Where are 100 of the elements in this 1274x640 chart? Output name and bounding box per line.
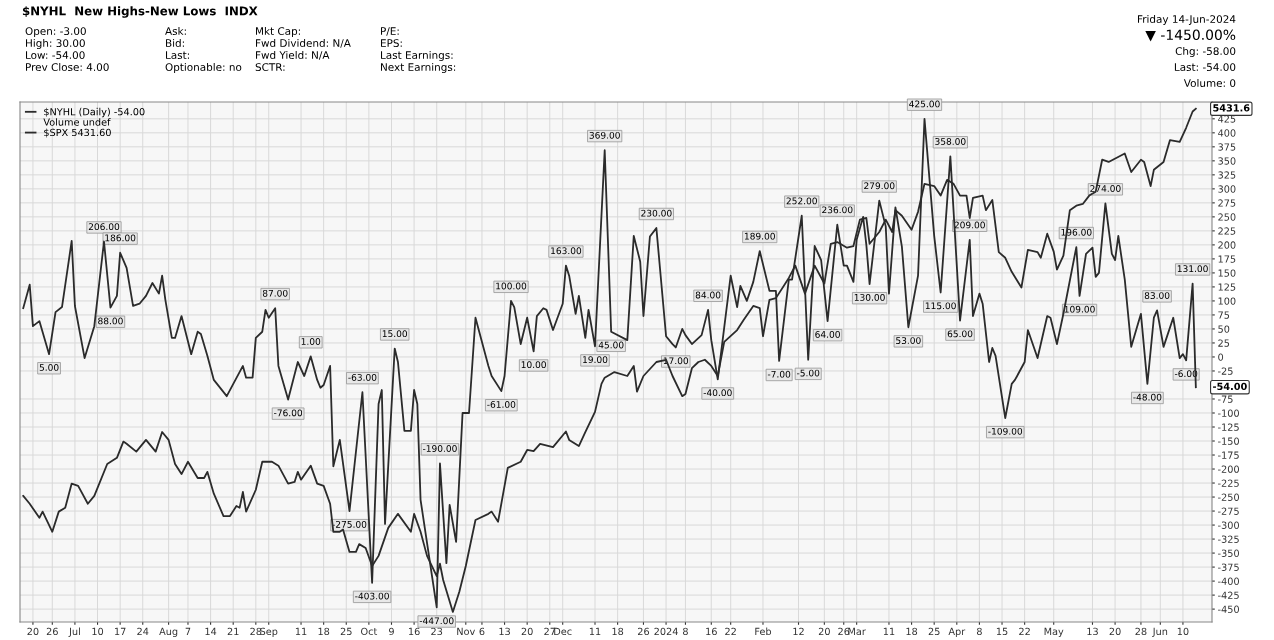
x-tick-label: 18 — [906, 627, 918, 636]
data-label: 130.00 — [854, 293, 885, 301]
data-label: -61.00 — [487, 401, 516, 408]
x-tick-label: Nov — [457, 627, 475, 636]
x-tick-label: Jun — [1152, 627, 1168, 637]
data-label: -5.00 — [796, 369, 820, 377]
x-tick-label: 20 — [818, 627, 830, 636]
text: Fwd Dividend: N/A — [256, 38, 351, 48]
data-label: 83.00 — [1144, 292, 1170, 299]
x-tick-label: 6 — [479, 627, 485, 636]
x-tick-label: 20 — [521, 627, 533, 636]
x-tick-label: 26 — [46, 627, 58, 636]
data-label: 115.00 — [925, 302, 956, 310]
text: Optionable: no — [165, 62, 242, 74]
text: EPS: — [381, 39, 402, 48]
x-tick-label: Mar — [848, 627, 866, 636]
data-label: 252.00 — [786, 197, 817, 205]
data-label: 186.00 — [105, 234, 136, 242]
y-tick-label: 0 — [1218, 353, 1224, 361]
x-tick-label: 22 — [725, 627, 736, 635]
x-tick-label: 28 — [1135, 627, 1147, 636]
x-tick-label: 10 — [1177, 627, 1189, 636]
data-label: 15.00 — [382, 330, 408, 338]
text: Prev Close: 4.00 — [26, 62, 109, 72]
text: Open: -3.00 — [25, 27, 86, 38]
x-tick-label: 17 — [115, 627, 126, 635]
y-tick-label: 325 — [1218, 171, 1236, 179]
data-label: 163.00 — [551, 247, 582, 255]
data-label: -76.00 — [274, 409, 303, 417]
text: Volume: 0 — [1183, 78, 1236, 88]
text: Last: -54.00 — [1174, 63, 1236, 72]
x-tick-label: 18 — [612, 627, 624, 636]
legend-label: $SPX 5431.60 — [44, 128, 111, 138]
x-tick-label: 22 — [1019, 627, 1030, 635]
x-tick-label: 8 — [683, 627, 688, 636]
y-tick-label: 350 — [1218, 157, 1236, 165]
x-tick-label: 20 — [27, 627, 39, 636]
data-label: 100.00 — [496, 282, 527, 290]
y-tick-label: 100 — [1218, 297, 1236, 305]
y-tick-label: -25 — [1218, 367, 1233, 375]
x-tick-label: 11 — [589, 627, 601, 635]
x-tick-label: 12 — [793, 627, 804, 635]
annotation: Volume undef — [43, 118, 111, 126]
y-tick-label: -150 — [1218, 437, 1239, 445]
x-tick-label: 20 — [1109, 627, 1121, 636]
x-tick-label: Jul — [68, 627, 80, 637]
chart-title: $NYHL New Highs-New Lows INDX — [22, 6, 258, 18]
text: Friday 14-Jun-2024 — [1137, 14, 1236, 26]
x-tick-label: 11 — [883, 627, 895, 635]
data-label: 88.00 — [98, 317, 123, 325]
annotation: -54.00 — [1213, 382, 1247, 391]
y-tick-label: -75 — [1218, 395, 1233, 403]
data-label: 45.00 — [598, 341, 624, 349]
y-tick-label: 225 — [1218, 227, 1236, 235]
data-label: 1.00 — [301, 338, 321, 345]
x-tick-label: 23 — [431, 627, 443, 636]
x-tick-label: 25 — [928, 627, 940, 636]
x-tick-label: 28 — [250, 627, 262, 636]
text: P/E: — [381, 27, 399, 36]
y-tick-label: -275 — [1218, 507, 1239, 515]
data-label: 10.00 — [521, 361, 546, 369]
x-tick-label: 25 — [340, 627, 352, 636]
data-label: 230.00 — [641, 209, 672, 217]
data-label: 189.00 — [744, 232, 775, 240]
data-label: 19.00 — [583, 356, 608, 364]
x-tick-label: 7 — [185, 627, 191, 635]
data-label: -40.00 — [703, 389, 732, 397]
data-label: 131.00 — [1177, 265, 1208, 273]
text: Ask: — [165, 26, 186, 36]
x-tick-label: 21 — [227, 627, 239, 635]
y-tick-label: 200 — [1218, 241, 1236, 249]
x-tick-label: 11 — [295, 627, 307, 635]
data-label: -7.00 — [767, 370, 791, 378]
data-label: 358.00 — [935, 138, 966, 145]
x-tick-label: 14 — [205, 627, 217, 635]
y-tick-label: -425 — [1218, 591, 1239, 599]
data-label: -190.00 — [422, 445, 457, 452]
x-tick-label: Sep — [260, 627, 278, 637]
y-tick-label: 400 — [1218, 129, 1236, 137]
y-tick-label: -300 — [1218, 521, 1239, 529]
x-tick-label: 15 — [996, 627, 1008, 636]
x-tick-label: Feb — [755, 627, 772, 636]
y-tick-label: -200 — [1218, 465, 1239, 473]
y-tick-label: -125 — [1218, 423, 1239, 431]
data-label: 209.00 — [954, 221, 985, 229]
y-tick-label: 275 — [1218, 199, 1236, 207]
x-tick-label: 24 — [137, 627, 149, 635]
data-label: 236.00 — [822, 206, 853, 214]
y-tick-label: 150 — [1218, 269, 1236, 277]
text: Fwd Yield: N/A — [256, 50, 330, 60]
text: ▼ -1450.00% — [1145, 29, 1236, 42]
text: Chg: -58.00 — [1175, 46, 1236, 58]
y-tick-label: 300 — [1218, 185, 1236, 193]
x-tick-label: Aug — [159, 627, 178, 637]
data-label: 109.00 — [1064, 305, 1095, 313]
text: Low: -54.00 — [26, 51, 85, 60]
data-label: 64.00 — [815, 330, 840, 338]
y-tick-label: -175 — [1218, 451, 1239, 459]
data-label: 84.00 — [695, 291, 721, 299]
text: Bid: — [166, 38, 184, 48]
